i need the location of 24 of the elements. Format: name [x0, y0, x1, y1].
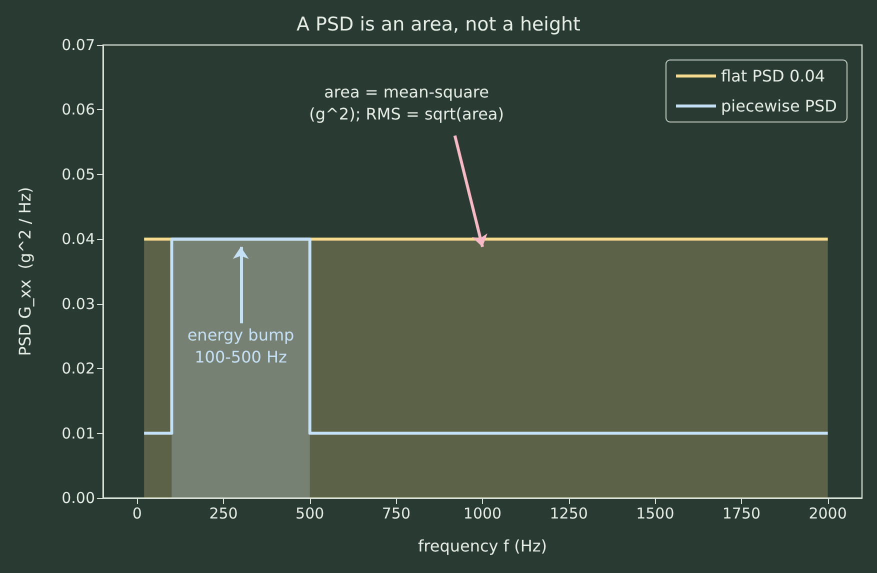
- x-tick-label: 750: [382, 504, 410, 522]
- annotation: area = mean-square (g^2); RMS = sqrt(area): [309, 82, 504, 124]
- y-tick-label: 0.06: [62, 100, 95, 119]
- y-tick-label: 0.05: [62, 165, 95, 184]
- y-tick-label: 0.02: [62, 360, 95, 378]
- x-axis-title: frequency f (Hz): [418, 536, 547, 556]
- y-tick-label: 0.01: [62, 424, 95, 442]
- chart-title: A PSD is an area, not a height: [296, 14, 581, 36]
- x-tick-label: 250: [209, 504, 238, 522]
- y-axis-title: PSD G_xx (g^2 / Hz): [16, 187, 34, 356]
- y-tick-label: 0.00: [62, 489, 95, 507]
- x-tick-label: 1500: [636, 504, 674, 522]
- x-tick-label: 1750: [722, 504, 761, 522]
- x-tick-label: 0: [132, 504, 142, 522]
- x-tick-label: 500: [296, 504, 324, 522]
- x-tick-label: 2000: [808, 504, 847, 522]
- x-tick-label: 1000: [463, 504, 502, 522]
- y-tick-label: 0.03: [62, 294, 95, 313]
- legend-label: flat PSD 0.04: [720, 66, 826, 86]
- x-tick-label: 1250: [550, 504, 588, 522]
- legend-label: piecewise PSD: [720, 96, 838, 116]
- y-tick-label: 0.04: [62, 230, 95, 248]
- annotation: energy bump 100-500 Hz: [187, 325, 294, 366]
- y-tick-label: 0.07: [62, 36, 95, 54]
